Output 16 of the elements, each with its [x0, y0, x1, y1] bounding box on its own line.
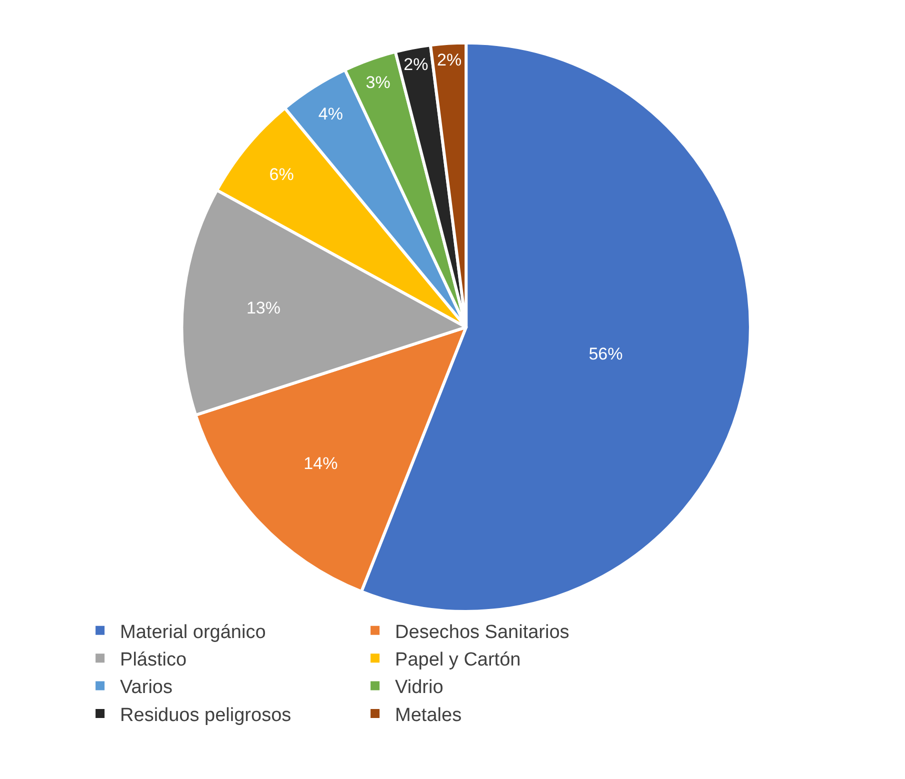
- data-label: 4%: [318, 104, 343, 124]
- legend-label: Varios: [120, 677, 172, 698]
- legend-label: Metales: [395, 704, 462, 726]
- legend-label: Plástico: [120, 649, 187, 670]
- legend-label: Papel y Cartón: [395, 649, 521, 670]
- legend-label: Desechos Sanitarios: [395, 622, 570, 643]
- data-label: 13%: [246, 298, 280, 318]
- data-label: 6%: [269, 165, 294, 184]
- data-label: 14%: [304, 454, 338, 474]
- data-label: 56%: [588, 344, 623, 364]
- legend-label: Residuos peligrosos: [120, 704, 292, 726]
- legend-label: Vidrio: [395, 677, 444, 698]
- legend-label: Material orgánico: [120, 622, 266, 643]
- data-label: 2%: [436, 50, 462, 70]
- data-label: 2%: [404, 54, 428, 74]
- data-label: 3%: [366, 73, 390, 92]
